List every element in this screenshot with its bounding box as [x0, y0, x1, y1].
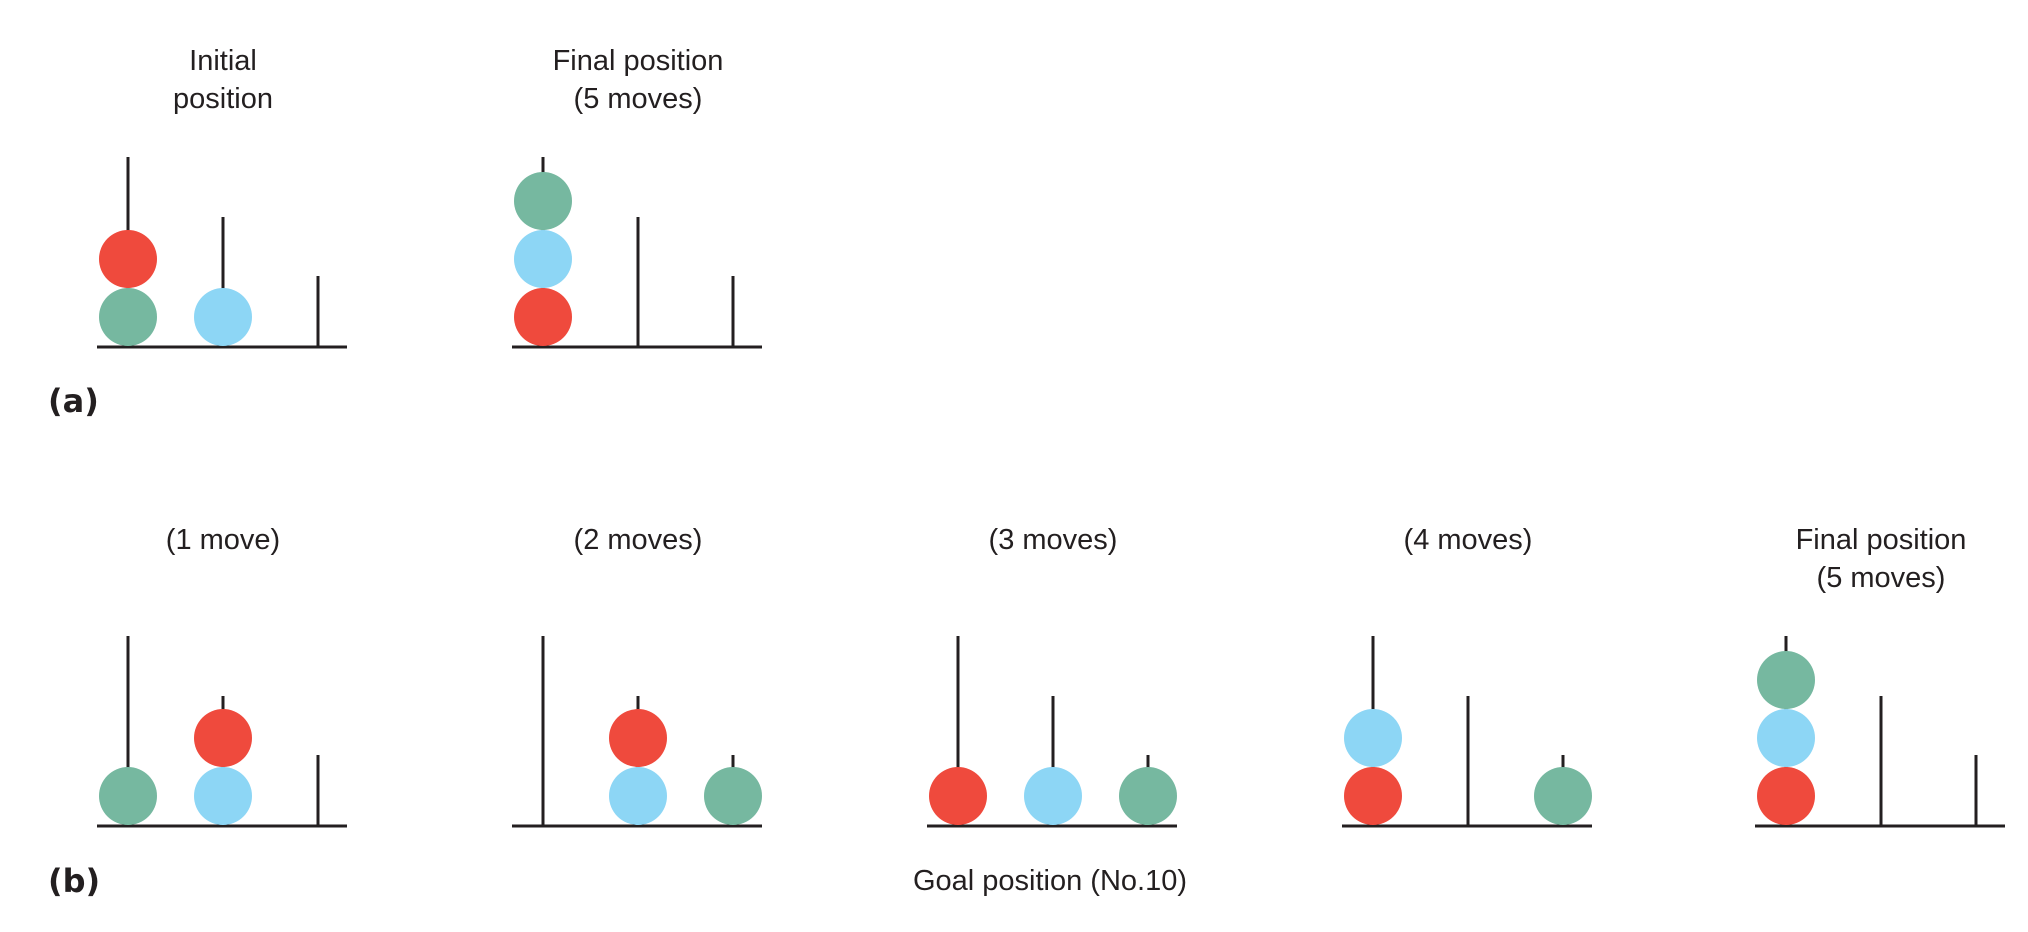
panel-title-line: (1 move) [166, 524, 280, 556]
panel-title-line: position [173, 83, 273, 115]
puzzle-panel: (3 moves) [927, 524, 1177, 828]
puzzle-panel: (1 move) [97, 524, 347, 828]
panel-title-line: (4 moves) [1404, 524, 1533, 556]
puzzle-panel: (4 moves) [1342, 524, 1592, 828]
green-ball [704, 767, 762, 825]
blue-ball [1024, 767, 1082, 825]
part-b-label: (b) [48, 862, 100, 900]
red-ball [1344, 767, 1402, 825]
green-ball [1119, 767, 1177, 825]
goal-caption: Goal position (No.10) [913, 865, 1187, 897]
red-ball [929, 767, 987, 825]
green-ball [514, 172, 572, 230]
panel-title-line: (5 moves) [1817, 562, 1946, 594]
red-ball [99, 230, 157, 288]
green-ball [99, 288, 157, 346]
part-a-group: (a) Initial position Final position (5 move… [48, 45, 762, 420]
puzzle-panel: Final position (5 moves) [1755, 524, 2005, 828]
blue-ball [194, 767, 252, 825]
red-ball [1757, 767, 1815, 825]
panel-title-line: (3 moves) [989, 524, 1118, 556]
blue-ball [1344, 709, 1402, 767]
puzzle-panel: Initial position [97, 45, 347, 349]
red-ball [514, 288, 572, 346]
red-ball [194, 709, 252, 767]
red-ball [609, 709, 667, 767]
blue-ball [1757, 709, 1815, 767]
blue-ball [609, 767, 667, 825]
panel-title-line: Final position [553, 45, 724, 77]
part-b-group: (b) Goal position (No.10) (1 move) (2 mov… [48, 524, 2005, 900]
green-ball [1757, 651, 1815, 709]
panel-title-line: Final position [1796, 524, 1967, 556]
blue-ball [514, 230, 572, 288]
green-ball [99, 767, 157, 825]
green-ball [1534, 767, 1592, 825]
panel-title-line: (2 moves) [574, 524, 703, 556]
panel-title-line: (5 moves) [574, 83, 703, 115]
blue-ball [194, 288, 252, 346]
puzzle-panel: (2 moves) [512, 524, 762, 828]
puzzle-panel: Final position (5 moves) [512, 45, 762, 349]
part-a-label: (a) [48, 382, 99, 420]
panel-title-line: Initial [189, 45, 257, 77]
